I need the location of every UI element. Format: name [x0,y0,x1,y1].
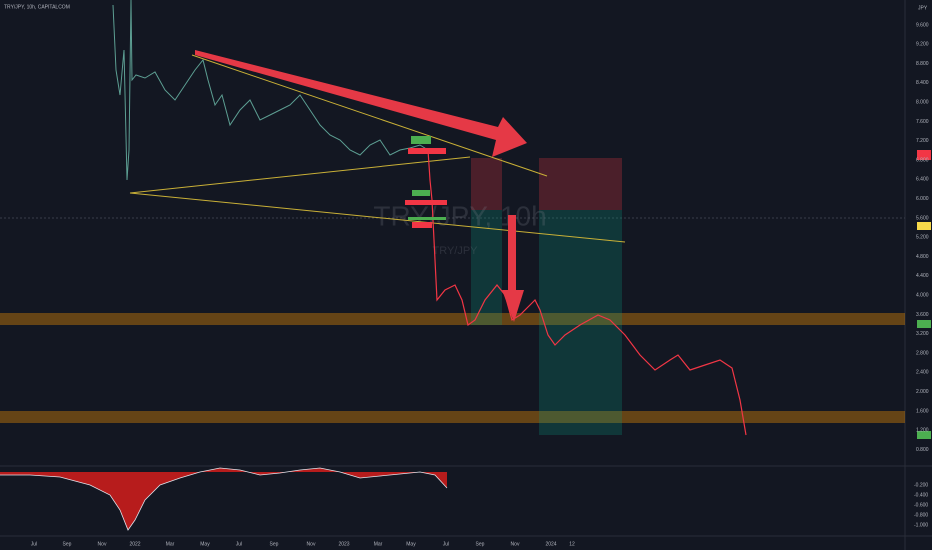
price-label: 8.800 [916,61,929,67]
projection-line [427,149,747,436]
time-label: Sep [270,541,279,547]
indicator-histogram [0,468,447,530]
support-zone [0,313,905,325]
time-label: 2024 [545,541,556,547]
order-label [405,200,447,205]
time-label: May [406,541,416,547]
price-label: 3.200 [916,331,929,337]
price-candles [112,0,429,181]
price-badge [917,320,931,328]
price-label: 0.800 [916,447,929,453]
watermark-sub: TRY/JPY [432,245,478,257]
price-label: 7.600 [916,119,929,125]
symbol-title: TRY/JPY, 10h, CAPITALCOM [4,4,70,10]
price-label: 7.200 [916,138,929,144]
price-label: 2.800 [916,350,929,356]
order-label [408,148,446,154]
stop-zone [471,158,502,210]
time-label: Jul [236,541,242,547]
time-label: Jul [443,541,449,547]
price-label: 6.800 [916,157,929,163]
price-label: 9.600 [916,22,929,28]
down-arrow [195,50,527,157]
time-label: Mar [374,541,383,547]
price-badge [917,222,931,230]
order-label [412,222,432,228]
indicator-label: -1.000 [914,522,928,528]
price-label: 2.400 [916,370,929,376]
indicator-label: -0.600 [914,502,928,508]
time-label: Nov [307,541,316,547]
time-label: Sep [63,541,72,547]
price-label: 4.000 [916,293,929,299]
price-label: 6.400 [916,177,929,183]
indicator-label: -0.400 [914,492,928,498]
support-zone [0,411,905,423]
axis-unit: JPY [918,5,928,11]
indicator-label: -0.800 [914,512,928,518]
order-label [412,190,430,196]
order-label [411,136,431,144]
price-label: 8.000 [916,100,929,106]
indicator-label: -0.200 [914,482,928,488]
down-arrow [502,215,524,322]
time-label: 12 [569,541,575,547]
price-label: 5.600 [916,215,929,221]
price-label: 1.600 [916,408,929,414]
stop-zone [539,158,622,210]
price-label: 5.200 [916,235,929,241]
price-label: 2.000 [916,389,929,395]
price-badge [917,150,931,160]
trend-line [191,54,548,177]
price-badge [917,431,931,439]
price-label: 8.400 [916,80,929,86]
target-zone [539,210,622,435]
trend-line [129,156,471,194]
time-label: 2022 [129,541,140,547]
price-label: 4.400 [916,273,929,279]
time-label: 2023 [338,541,349,547]
time-label: Jul [31,541,37,547]
price-label: 1.200 [916,428,929,434]
time-label: Mar [166,541,175,547]
time-label: Sep [476,541,485,547]
indicator-line [0,467,448,531]
time-label: Nov [98,541,107,547]
price-label: 3.600 [916,312,929,318]
time-label: Nov [511,541,520,547]
price-label: 9.200 [916,42,929,48]
time-label: May [200,541,210,547]
watermark: TRY/JPY, 10h [373,200,546,231]
trend-line [129,192,626,243]
price-label: 6.000 [916,196,929,202]
order-label [408,217,446,220]
price-label: 4.800 [916,254,929,260]
